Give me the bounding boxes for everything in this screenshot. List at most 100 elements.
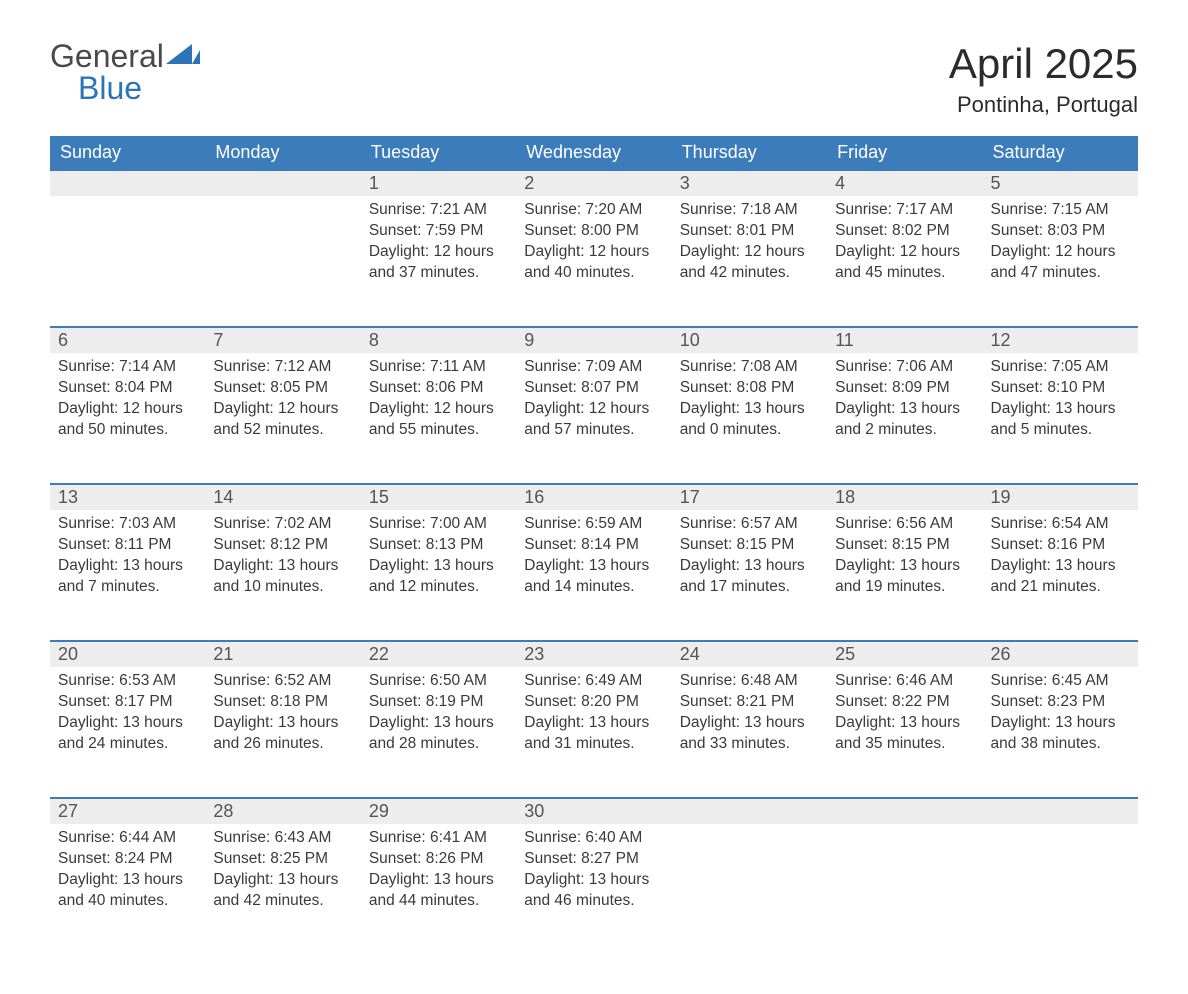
day-number: 1 bbox=[361, 171, 516, 196]
day-body: Sunrise: 7:14 AMSunset: 8:04 PMDaylight:… bbox=[50, 353, 205, 451]
day-number: 21 bbox=[205, 642, 360, 667]
day-number-cell: 28 bbox=[205, 798, 360, 824]
day-body: Sunrise: 7:09 AMSunset: 8:07 PMDaylight:… bbox=[516, 353, 671, 451]
day-number: 4 bbox=[827, 171, 982, 196]
day-number-cell: 23 bbox=[516, 641, 671, 667]
day-body-cell: Sunrise: 6:48 AMSunset: 8:21 PMDaylight:… bbox=[672, 667, 827, 798]
day-body: Sunrise: 7:00 AMSunset: 8:13 PMDaylight:… bbox=[361, 510, 516, 608]
day-body: Sunrise: 7:03 AMSunset: 8:11 PMDaylight:… bbox=[50, 510, 205, 608]
day-body: Sunrise: 6:43 AMSunset: 8:25 PMDaylight:… bbox=[205, 824, 360, 922]
day-number: 6 bbox=[50, 328, 205, 353]
day-number: 18 bbox=[827, 485, 982, 510]
day-body-cell: Sunrise: 7:21 AMSunset: 7:59 PMDaylight:… bbox=[361, 196, 516, 327]
day-body-cell: Sunrise: 7:06 AMSunset: 8:09 PMDaylight:… bbox=[827, 353, 982, 484]
week-body-row: Sunrise: 6:53 AMSunset: 8:17 PMDaylight:… bbox=[50, 667, 1138, 798]
logo-word-general: General bbox=[50, 38, 164, 74]
day-number: 24 bbox=[672, 642, 827, 667]
day-number-cell: 29 bbox=[361, 798, 516, 824]
day-body: Sunrise: 7:18 AMSunset: 8:01 PMDaylight:… bbox=[672, 196, 827, 294]
day-number-cell: 20 bbox=[50, 641, 205, 667]
day-number-cell: 13 bbox=[50, 484, 205, 510]
logo: General Blue bbox=[50, 40, 200, 104]
day-body-cell: Sunrise: 7:02 AMSunset: 8:12 PMDaylight:… bbox=[205, 510, 360, 641]
day-number: 8 bbox=[361, 328, 516, 353]
day-number-cell bbox=[827, 798, 982, 824]
day-body: Sunrise: 7:21 AMSunset: 7:59 PMDaylight:… bbox=[361, 196, 516, 294]
week-daynum-row: 6789101112 bbox=[50, 327, 1138, 353]
day-number: 11 bbox=[827, 328, 982, 353]
week-daynum-row: 20212223242526 bbox=[50, 641, 1138, 667]
day-number-cell bbox=[672, 798, 827, 824]
day-number: 12 bbox=[983, 328, 1138, 353]
day-body: Sunrise: 7:05 AMSunset: 8:10 PMDaylight:… bbox=[983, 353, 1138, 451]
month-title: April 2025 bbox=[949, 40, 1138, 88]
day-body-cell: Sunrise: 6:50 AMSunset: 8:19 PMDaylight:… bbox=[361, 667, 516, 798]
week-body-row: Sunrise: 7:03 AMSunset: 8:11 PMDaylight:… bbox=[50, 510, 1138, 641]
day-body-cell: Sunrise: 6:52 AMSunset: 8:18 PMDaylight:… bbox=[205, 667, 360, 798]
day-body-cell: Sunrise: 7:08 AMSunset: 8:08 PMDaylight:… bbox=[672, 353, 827, 484]
day-number: 26 bbox=[983, 642, 1138, 667]
day-body: Sunrise: 6:48 AMSunset: 8:21 PMDaylight:… bbox=[672, 667, 827, 765]
location-subtitle: Pontinha, Portugal bbox=[949, 92, 1138, 118]
day-number-cell: 30 bbox=[516, 798, 671, 824]
day-number-cell: 27 bbox=[50, 798, 205, 824]
day-number-cell: 7 bbox=[205, 327, 360, 353]
day-body-cell: Sunrise: 6:45 AMSunset: 8:23 PMDaylight:… bbox=[983, 667, 1138, 798]
day-body-cell: Sunrise: 7:18 AMSunset: 8:01 PMDaylight:… bbox=[672, 196, 827, 327]
day-body: Sunrise: 7:17 AMSunset: 8:02 PMDaylight:… bbox=[827, 196, 982, 294]
day-body bbox=[983, 824, 1138, 838]
day-number-cell: 4 bbox=[827, 170, 982, 196]
day-number bbox=[827, 799, 982, 824]
day-body: Sunrise: 6:40 AMSunset: 8:27 PMDaylight:… bbox=[516, 824, 671, 922]
day-body: Sunrise: 6:59 AMSunset: 8:14 PMDaylight:… bbox=[516, 510, 671, 608]
day-number: 14 bbox=[205, 485, 360, 510]
weekday-header: Wednesday bbox=[516, 136, 671, 170]
weekday-header: Monday bbox=[205, 136, 360, 170]
day-body: Sunrise: 6:50 AMSunset: 8:19 PMDaylight:… bbox=[361, 667, 516, 765]
day-number bbox=[205, 171, 360, 196]
day-body-cell: Sunrise: 6:56 AMSunset: 8:15 PMDaylight:… bbox=[827, 510, 982, 641]
weekday-header: Friday bbox=[827, 136, 982, 170]
day-number-cell bbox=[983, 798, 1138, 824]
day-body-cell: Sunrise: 7:17 AMSunset: 8:02 PMDaylight:… bbox=[827, 196, 982, 327]
day-number-cell bbox=[205, 170, 360, 196]
day-number-cell: 26 bbox=[983, 641, 1138, 667]
day-number-cell: 10 bbox=[672, 327, 827, 353]
day-body: Sunrise: 7:02 AMSunset: 8:12 PMDaylight:… bbox=[205, 510, 360, 608]
day-number: 7 bbox=[205, 328, 360, 353]
day-body-cell: Sunrise: 7:05 AMSunset: 8:10 PMDaylight:… bbox=[983, 353, 1138, 484]
day-body-cell: Sunrise: 7:00 AMSunset: 8:13 PMDaylight:… bbox=[361, 510, 516, 641]
day-body: Sunrise: 7:08 AMSunset: 8:08 PMDaylight:… bbox=[672, 353, 827, 451]
day-number-cell: 1 bbox=[361, 170, 516, 196]
week-body-row: Sunrise: 7:21 AMSunset: 7:59 PMDaylight:… bbox=[50, 196, 1138, 327]
header-bar: General Blue April 2025 Pontinha, Portug… bbox=[50, 40, 1138, 126]
day-number: 9 bbox=[516, 328, 671, 353]
day-body-cell: Sunrise: 6:46 AMSunset: 8:22 PMDaylight:… bbox=[827, 667, 982, 798]
week-body-row: Sunrise: 6:44 AMSunset: 8:24 PMDaylight:… bbox=[50, 824, 1138, 954]
week-daynum-row: 27282930 bbox=[50, 798, 1138, 824]
day-body: Sunrise: 6:45 AMSunset: 8:23 PMDaylight:… bbox=[983, 667, 1138, 765]
day-number-cell: 11 bbox=[827, 327, 982, 353]
day-number: 5 bbox=[983, 171, 1138, 196]
week-body-row: Sunrise: 7:14 AMSunset: 8:04 PMDaylight:… bbox=[50, 353, 1138, 484]
logo-word-blue: Blue bbox=[78, 72, 164, 104]
calendar-table: SundayMondayTuesdayWednesdayThursdayFrid… bbox=[50, 136, 1138, 954]
day-body-cell: Sunrise: 7:15 AMSunset: 8:03 PMDaylight:… bbox=[983, 196, 1138, 327]
day-body-cell: Sunrise: 7:12 AMSunset: 8:05 PMDaylight:… bbox=[205, 353, 360, 484]
day-body: Sunrise: 6:53 AMSunset: 8:17 PMDaylight:… bbox=[50, 667, 205, 765]
day-number bbox=[50, 171, 205, 196]
day-body: Sunrise: 6:52 AMSunset: 8:18 PMDaylight:… bbox=[205, 667, 360, 765]
day-number: 27 bbox=[50, 799, 205, 824]
day-number bbox=[672, 799, 827, 824]
day-body-cell: Sunrise: 7:14 AMSunset: 8:04 PMDaylight:… bbox=[50, 353, 205, 484]
day-number: 25 bbox=[827, 642, 982, 667]
day-number-cell: 21 bbox=[205, 641, 360, 667]
day-number-cell: 6 bbox=[50, 327, 205, 353]
day-body-cell bbox=[50, 196, 205, 327]
day-body-cell: Sunrise: 6:57 AMSunset: 8:15 PMDaylight:… bbox=[672, 510, 827, 641]
title-block: April 2025 Pontinha, Portugal bbox=[949, 40, 1138, 126]
day-number: 20 bbox=[50, 642, 205, 667]
day-body: Sunrise: 7:20 AMSunset: 8:00 PMDaylight:… bbox=[516, 196, 671, 294]
logo-text-block: General Blue bbox=[50, 40, 164, 104]
day-number: 30 bbox=[516, 799, 671, 824]
